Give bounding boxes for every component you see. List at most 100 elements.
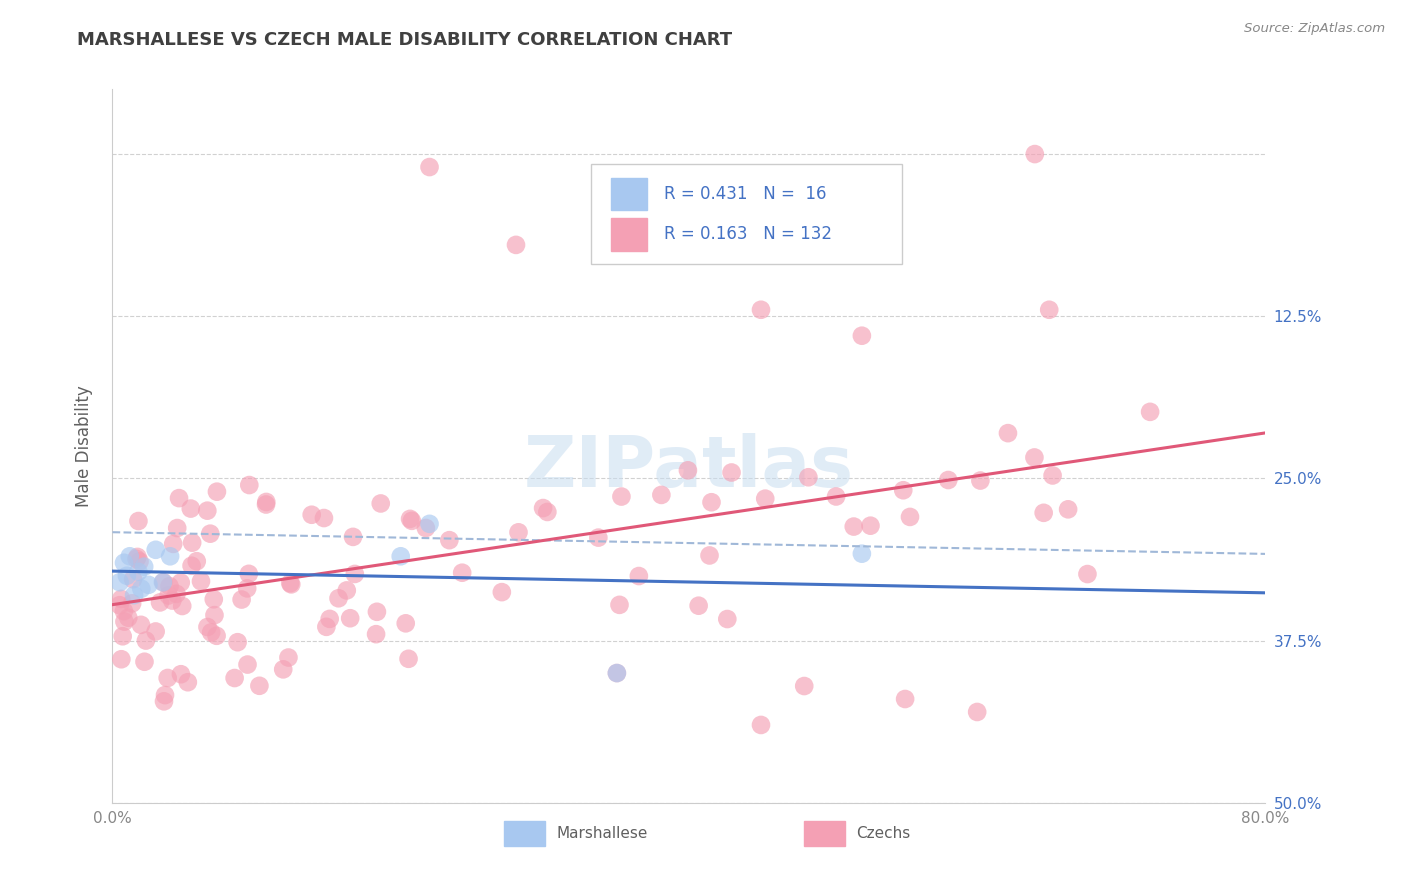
Point [204,608,226,623]
Point [153,688,176,702]
Point [121,596,143,610]
Point [343,566,366,581]
Point [195,504,218,518]
Point [166,521,188,535]
Point [129,617,152,632]
FancyBboxPatch shape [591,164,903,264]
Point [1032,506,1054,520]
Point [749,302,772,317]
Point [170,667,193,681]
Point [301,508,323,522]
Point [399,512,422,526]
Point [205,629,228,643]
Point [200,625,222,640]
Point [606,666,628,681]
Point [200,526,222,541]
Point [112,604,135,618]
Point [236,582,259,596]
Point [156,671,179,685]
Point [364,627,387,641]
Point [134,655,156,669]
Point [610,490,633,504]
Point [312,511,335,525]
Point [138,578,160,592]
Point [110,652,132,666]
Point [224,671,246,685]
Point [162,537,184,551]
Point [318,612,340,626]
Point [366,605,388,619]
Point [181,535,204,549]
Point [226,635,249,649]
Point [342,530,364,544]
Point [627,569,650,583]
Point [108,598,131,612]
Point [277,650,299,665]
Point [118,549,141,564]
Point [606,225,628,239]
Point [153,694,176,708]
Point [650,488,672,502]
Point [236,657,259,672]
Text: ZIPatlas: ZIPatlas [524,433,853,502]
Point [894,692,917,706]
Point [127,549,149,564]
Point [793,679,815,693]
Point [859,518,882,533]
Point [842,519,865,533]
Point [339,611,361,625]
Point [395,616,418,631]
Point [1057,502,1080,516]
Point [128,554,150,568]
Point [166,587,188,601]
Bar [804,821,845,846]
Point [1038,302,1060,317]
Point [891,483,914,498]
Bar [505,821,546,846]
Point [401,514,423,528]
Bar [610,178,647,210]
Point [180,501,202,516]
Point [328,591,350,606]
Point [127,565,149,579]
Point [205,484,228,499]
Point [676,463,699,477]
Text: R = 0.163   N = 132: R = 0.163 N = 132 [664,226,831,244]
Point [491,585,513,599]
Point [536,505,558,519]
Point [162,593,184,607]
Point [851,547,873,561]
Point [716,612,738,626]
Point [271,662,294,676]
Point [110,591,132,606]
Point [1024,147,1046,161]
Point [700,495,723,509]
Point [1076,567,1098,582]
Point [997,426,1019,441]
Point [278,576,301,591]
Point [254,495,277,509]
Point [415,521,437,535]
Y-axis label: Male Disability: Male Disability [75,385,93,507]
Point [127,514,149,528]
Point [167,491,190,505]
Point [114,615,136,629]
Point [125,552,148,566]
Point [1139,405,1161,419]
Bar [610,219,647,251]
Point [170,575,193,590]
Point [122,588,145,602]
Point [190,574,212,589]
Point [111,629,134,643]
Point [797,470,820,484]
Point [898,510,921,524]
Point [419,160,441,174]
Point [238,478,260,492]
Point [531,501,554,516]
Point [197,620,219,634]
Point [152,575,174,590]
Point [508,525,530,540]
Point [966,705,988,719]
Point [439,533,461,548]
Point [186,554,208,568]
